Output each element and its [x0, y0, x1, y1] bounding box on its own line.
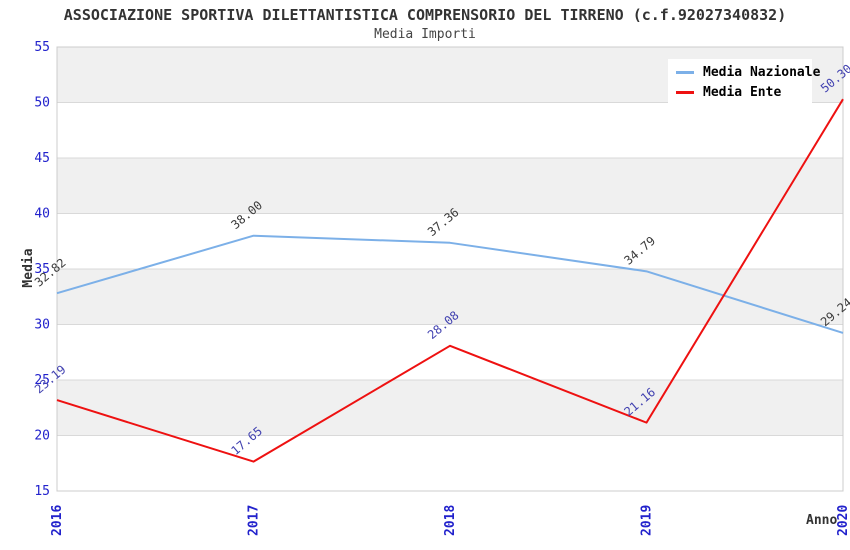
- svg-text:55: 55: [34, 40, 50, 55]
- svg-text:15: 15: [34, 484, 50, 499]
- legend-label-media-nazionale: Media Nazionale: [703, 65, 821, 80]
- svg-text:2017: 2017: [247, 505, 262, 536]
- legend-item-media-ente: Media Ente: [676, 84, 812, 101]
- svg-text:25: 25: [34, 373, 50, 388]
- legend: Media Nazionale Media Ente: [668, 59, 820, 103]
- media-nazionale-line-swatch: [676, 71, 694, 74]
- svg-text:45: 45: [34, 151, 50, 166]
- svg-text:35: 35: [34, 262, 50, 277]
- svg-text:50: 50: [34, 96, 50, 111]
- y-axis-title: Media: [21, 248, 36, 288]
- svg-text:20: 20: [34, 429, 50, 444]
- svg-text:2018: 2018: [443, 505, 458, 536]
- svg-text:40: 40: [34, 207, 50, 222]
- svg-text:34.79: 34.79: [621, 234, 658, 268]
- media-ente-line-swatch: [676, 91, 694, 94]
- legend-label-media-ente: Media Ente: [703, 85, 782, 100]
- svg-text:2020: 2020: [836, 505, 850, 536]
- svg-text:2016: 2016: [50, 505, 65, 536]
- chart-title: ASSOCIAZIONE SPORTIVA DILETTANTISTICA CO…: [63, 6, 787, 24]
- x-axis-title: Anno: [806, 513, 838, 528]
- chart-subtitle: Media Importi: [374, 27, 476, 42]
- svg-text:2019: 2019: [640, 505, 655, 536]
- svg-text:30: 30: [34, 318, 50, 333]
- legend-item-media-nazionale: Media Nazionale: [676, 64, 820, 81]
